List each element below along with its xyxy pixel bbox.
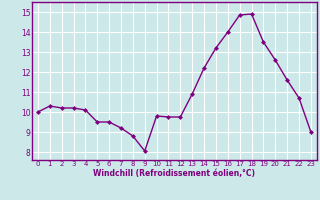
X-axis label: Windchill (Refroidissement éolien,°C): Windchill (Refroidissement éolien,°C) xyxy=(93,169,255,178)
